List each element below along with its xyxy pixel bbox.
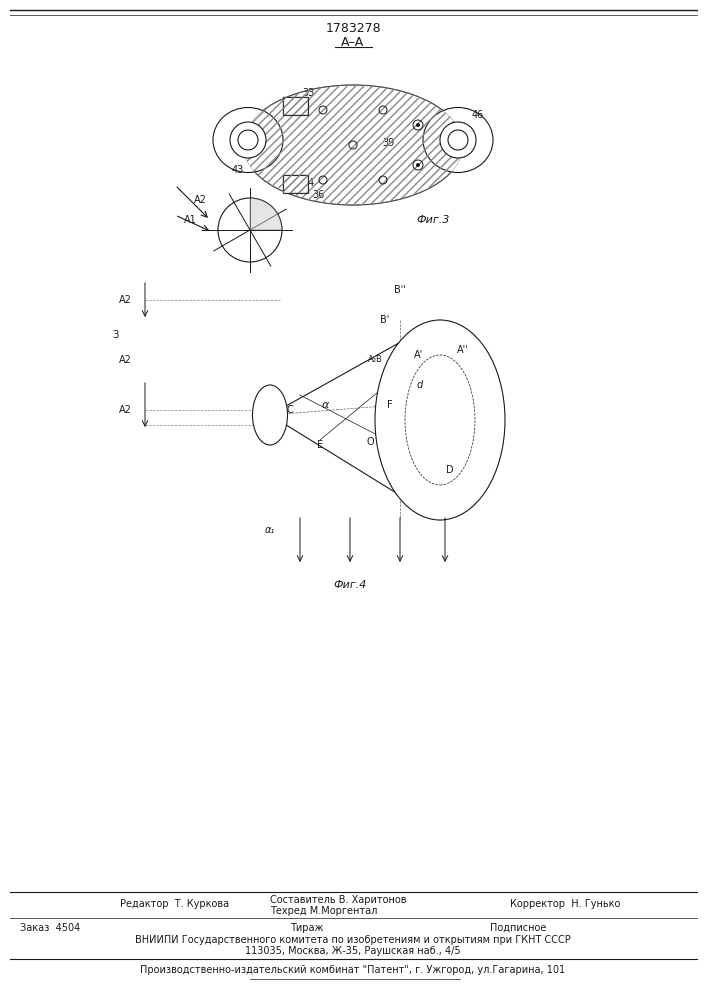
Text: 1783278: 1783278	[325, 21, 381, 34]
Ellipse shape	[243, 85, 463, 205]
Text: B': B'	[380, 315, 390, 325]
Text: 39: 39	[382, 138, 394, 148]
Circle shape	[218, 198, 282, 262]
Text: 43: 43	[232, 165, 244, 175]
Ellipse shape	[213, 107, 283, 172]
Text: Производственно-издательский комбинат "Патент", г. Ужгород, ул.Гагарина, 101: Производственно-издательский комбинат "П…	[141, 965, 566, 975]
Circle shape	[416, 123, 420, 127]
Text: А2: А2	[194, 195, 206, 205]
Text: А1: А1	[184, 215, 197, 225]
Text: 36: 36	[312, 190, 324, 200]
Bar	[283, 175, 308, 193]
Text: Корректор  Н. Гунько: Корректор Н. Гунько	[510, 899, 620, 909]
Text: A': A'	[414, 350, 423, 360]
Text: B'': B''	[394, 285, 406, 295]
Text: d: d	[417, 380, 423, 390]
Text: Фиг.4: Фиг.4	[333, 580, 367, 590]
Text: З: З	[112, 330, 118, 340]
Text: А2: А2	[119, 295, 132, 305]
Text: ВНИИПИ Государственного комитета по изобретениям и открытиям при ГКНТ СССР: ВНИИПИ Государственного комитета по изоб…	[135, 935, 571, 945]
Circle shape	[416, 163, 420, 167]
Text: 113035, Москва, Ж-35, Раушская наб., 4/5: 113035, Москва, Ж-35, Раушская наб., 4/5	[245, 946, 461, 956]
Text: Техред М.Моргентал: Техред М.Моргентал	[270, 906, 378, 916]
Text: A'': A''	[457, 345, 469, 355]
Ellipse shape	[423, 107, 493, 172]
Bar	[283, 97, 308, 115]
Text: 30: 30	[290, 100, 302, 110]
Ellipse shape	[375, 320, 505, 520]
Text: α: α	[321, 400, 329, 410]
Text: Составитель В. Харитонов: Составитель В. Харитонов	[270, 895, 407, 905]
Text: F: F	[387, 400, 393, 410]
Bar	[283, 97, 308, 115]
Text: 46: 46	[472, 110, 484, 120]
Bar	[283, 175, 308, 193]
Text: Редактор  Т. Куркова: Редактор Т. Куркова	[120, 899, 229, 909]
Text: Заказ  4504: Заказ 4504	[20, 923, 81, 933]
Text: E: E	[317, 440, 323, 450]
Circle shape	[230, 122, 266, 158]
Text: А2: А2	[119, 355, 132, 365]
Text: D: D	[446, 465, 454, 475]
Text: α₁: α₁	[265, 525, 275, 535]
Circle shape	[440, 122, 476, 158]
Text: Фиг.3: Фиг.3	[416, 215, 450, 225]
Text: A₂B: A₂B	[368, 356, 382, 364]
Text: 34: 34	[302, 178, 314, 188]
Text: A–A: A–A	[341, 36, 365, 49]
Text: А2: А2	[119, 405, 132, 415]
Text: C: C	[286, 405, 293, 415]
Ellipse shape	[252, 385, 288, 445]
Text: Подписное: Подписное	[490, 923, 547, 933]
Text: O: O	[366, 437, 374, 447]
Text: 33: 33	[302, 88, 314, 98]
Text: Тираж: Тираж	[290, 923, 323, 933]
Polygon shape	[250, 198, 282, 230]
